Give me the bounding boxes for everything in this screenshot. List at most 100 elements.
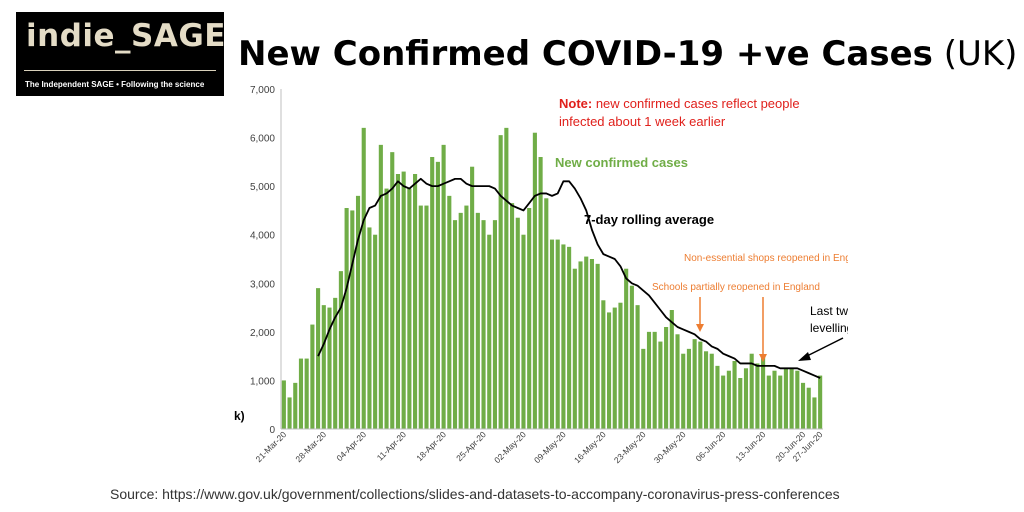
chart-annotations: Note: new confirmed cases reflect people…	[555, 96, 848, 362]
bar	[498, 135, 503, 429]
schools-event-arrowhead	[759, 354, 767, 362]
bar	[738, 378, 743, 429]
x-tick-label: 25-Apr-20	[454, 429, 488, 463]
chart-bars	[281, 127, 823, 430]
bar	[287, 397, 292, 429]
bar	[373, 234, 378, 429]
bar	[492, 220, 497, 429]
bar	[703, 351, 709, 429]
bar	[521, 234, 526, 429]
bar	[350, 210, 355, 429]
logo-divider	[24, 70, 216, 71]
page-title-main: New Confirmed COVID-19 +ve Cases	[238, 34, 933, 74]
bar	[686, 348, 691, 429]
y-tick-label: 6,000	[250, 134, 275, 145]
bar	[510, 203, 515, 429]
bar	[584, 256, 589, 429]
bar	[549, 239, 555, 429]
bar	[749, 353, 754, 429]
bar	[789, 368, 794, 429]
bar	[743, 368, 749, 429]
bar	[321, 305, 326, 429]
bar	[470, 166, 475, 429]
bar	[310, 324, 315, 429]
logo-title: indie_SAGE	[26, 18, 226, 54]
bar	[715, 365, 720, 429]
bar	[338, 271, 343, 429]
bar	[607, 312, 612, 429]
bar	[612, 307, 617, 429]
shops-event-arrowhead	[696, 324, 704, 332]
y-axis-label: k)	[234, 409, 245, 423]
bar	[618, 302, 623, 429]
bar	[624, 268, 629, 429]
bar	[378, 144, 383, 430]
schools-event-label: Schools partially reopened in England	[652, 282, 820, 293]
bar	[475, 212, 480, 429]
bar	[527, 208, 532, 429]
x-tick-label: 02-May-20	[492, 429, 528, 465]
bar	[589, 259, 594, 429]
bar	[298, 358, 304, 429]
bar	[418, 205, 423, 429]
x-tick-label: 30-May-20	[652, 429, 688, 465]
rolling-average-label: 7-day rolling average	[584, 212, 714, 227]
bar	[441, 144, 446, 430]
series-label: New confirmed cases	[555, 155, 688, 170]
bar	[669, 310, 674, 429]
bar	[435, 161, 440, 430]
shops-event-label: Non-essential shops reopened in England	[684, 253, 848, 264]
y-tick-label: 5,000	[250, 182, 275, 193]
bar	[709, 353, 714, 429]
bar	[698, 341, 703, 429]
bar	[812, 397, 817, 429]
bar	[646, 331, 652, 429]
bar	[652, 331, 657, 429]
bar	[384, 188, 389, 429]
bar	[544, 198, 549, 429]
bar	[778, 375, 783, 429]
bar	[783, 368, 788, 429]
y-tick-label: 0	[269, 425, 275, 436]
bar	[635, 305, 640, 429]
page-title: New Confirmed COVID-19 +ve Cases (UK)	[238, 34, 1017, 74]
indie-sage-logo: indie_SAGE The Independent SAGE • Follow…	[16, 12, 226, 96]
y-tick-label: 1,000	[250, 376, 275, 387]
bar	[721, 375, 726, 429]
x-tick-label: 11-Apr-20	[375, 429, 409, 463]
bar	[561, 244, 566, 429]
bar	[806, 387, 811, 429]
bar	[818, 375, 823, 429]
bar	[413, 174, 418, 429]
bar	[327, 307, 332, 429]
bar	[595, 263, 600, 429]
bar	[293, 382, 298, 429]
levelling-arrowhead	[798, 352, 811, 361]
bar	[692, 339, 697, 429]
page-title-suffix: (UK)	[943, 34, 1018, 74]
bar	[732, 361, 737, 429]
bar	[304, 358, 309, 429]
bar	[629, 285, 634, 429]
bar	[675, 334, 680, 429]
bar	[641, 348, 646, 429]
chart-line-layer	[317, 177, 821, 379]
x-tick-label: 13-Jun-20	[733, 429, 767, 463]
bar	[401, 171, 406, 429]
rolling-average-line	[317, 177, 821, 379]
x-tick-label: 04-Apr-20	[334, 429, 368, 463]
bar	[658, 341, 663, 429]
bar	[664, 327, 669, 429]
bar	[755, 363, 760, 429]
x-tick-label: 28-Mar-20	[293, 429, 328, 464]
y-tick-label: 7,000	[250, 85, 275, 96]
logo-tagline: The Independent SAGE • Following the sci…	[25, 80, 205, 89]
bar	[555, 239, 560, 429]
bar	[538, 157, 543, 429]
bar	[430, 157, 435, 429]
bar	[681, 353, 686, 429]
bar	[726, 370, 731, 429]
x-tick-label: 16-May-20	[572, 429, 608, 465]
bar	[515, 217, 520, 429]
y-tick-label: 3,000	[250, 279, 275, 290]
